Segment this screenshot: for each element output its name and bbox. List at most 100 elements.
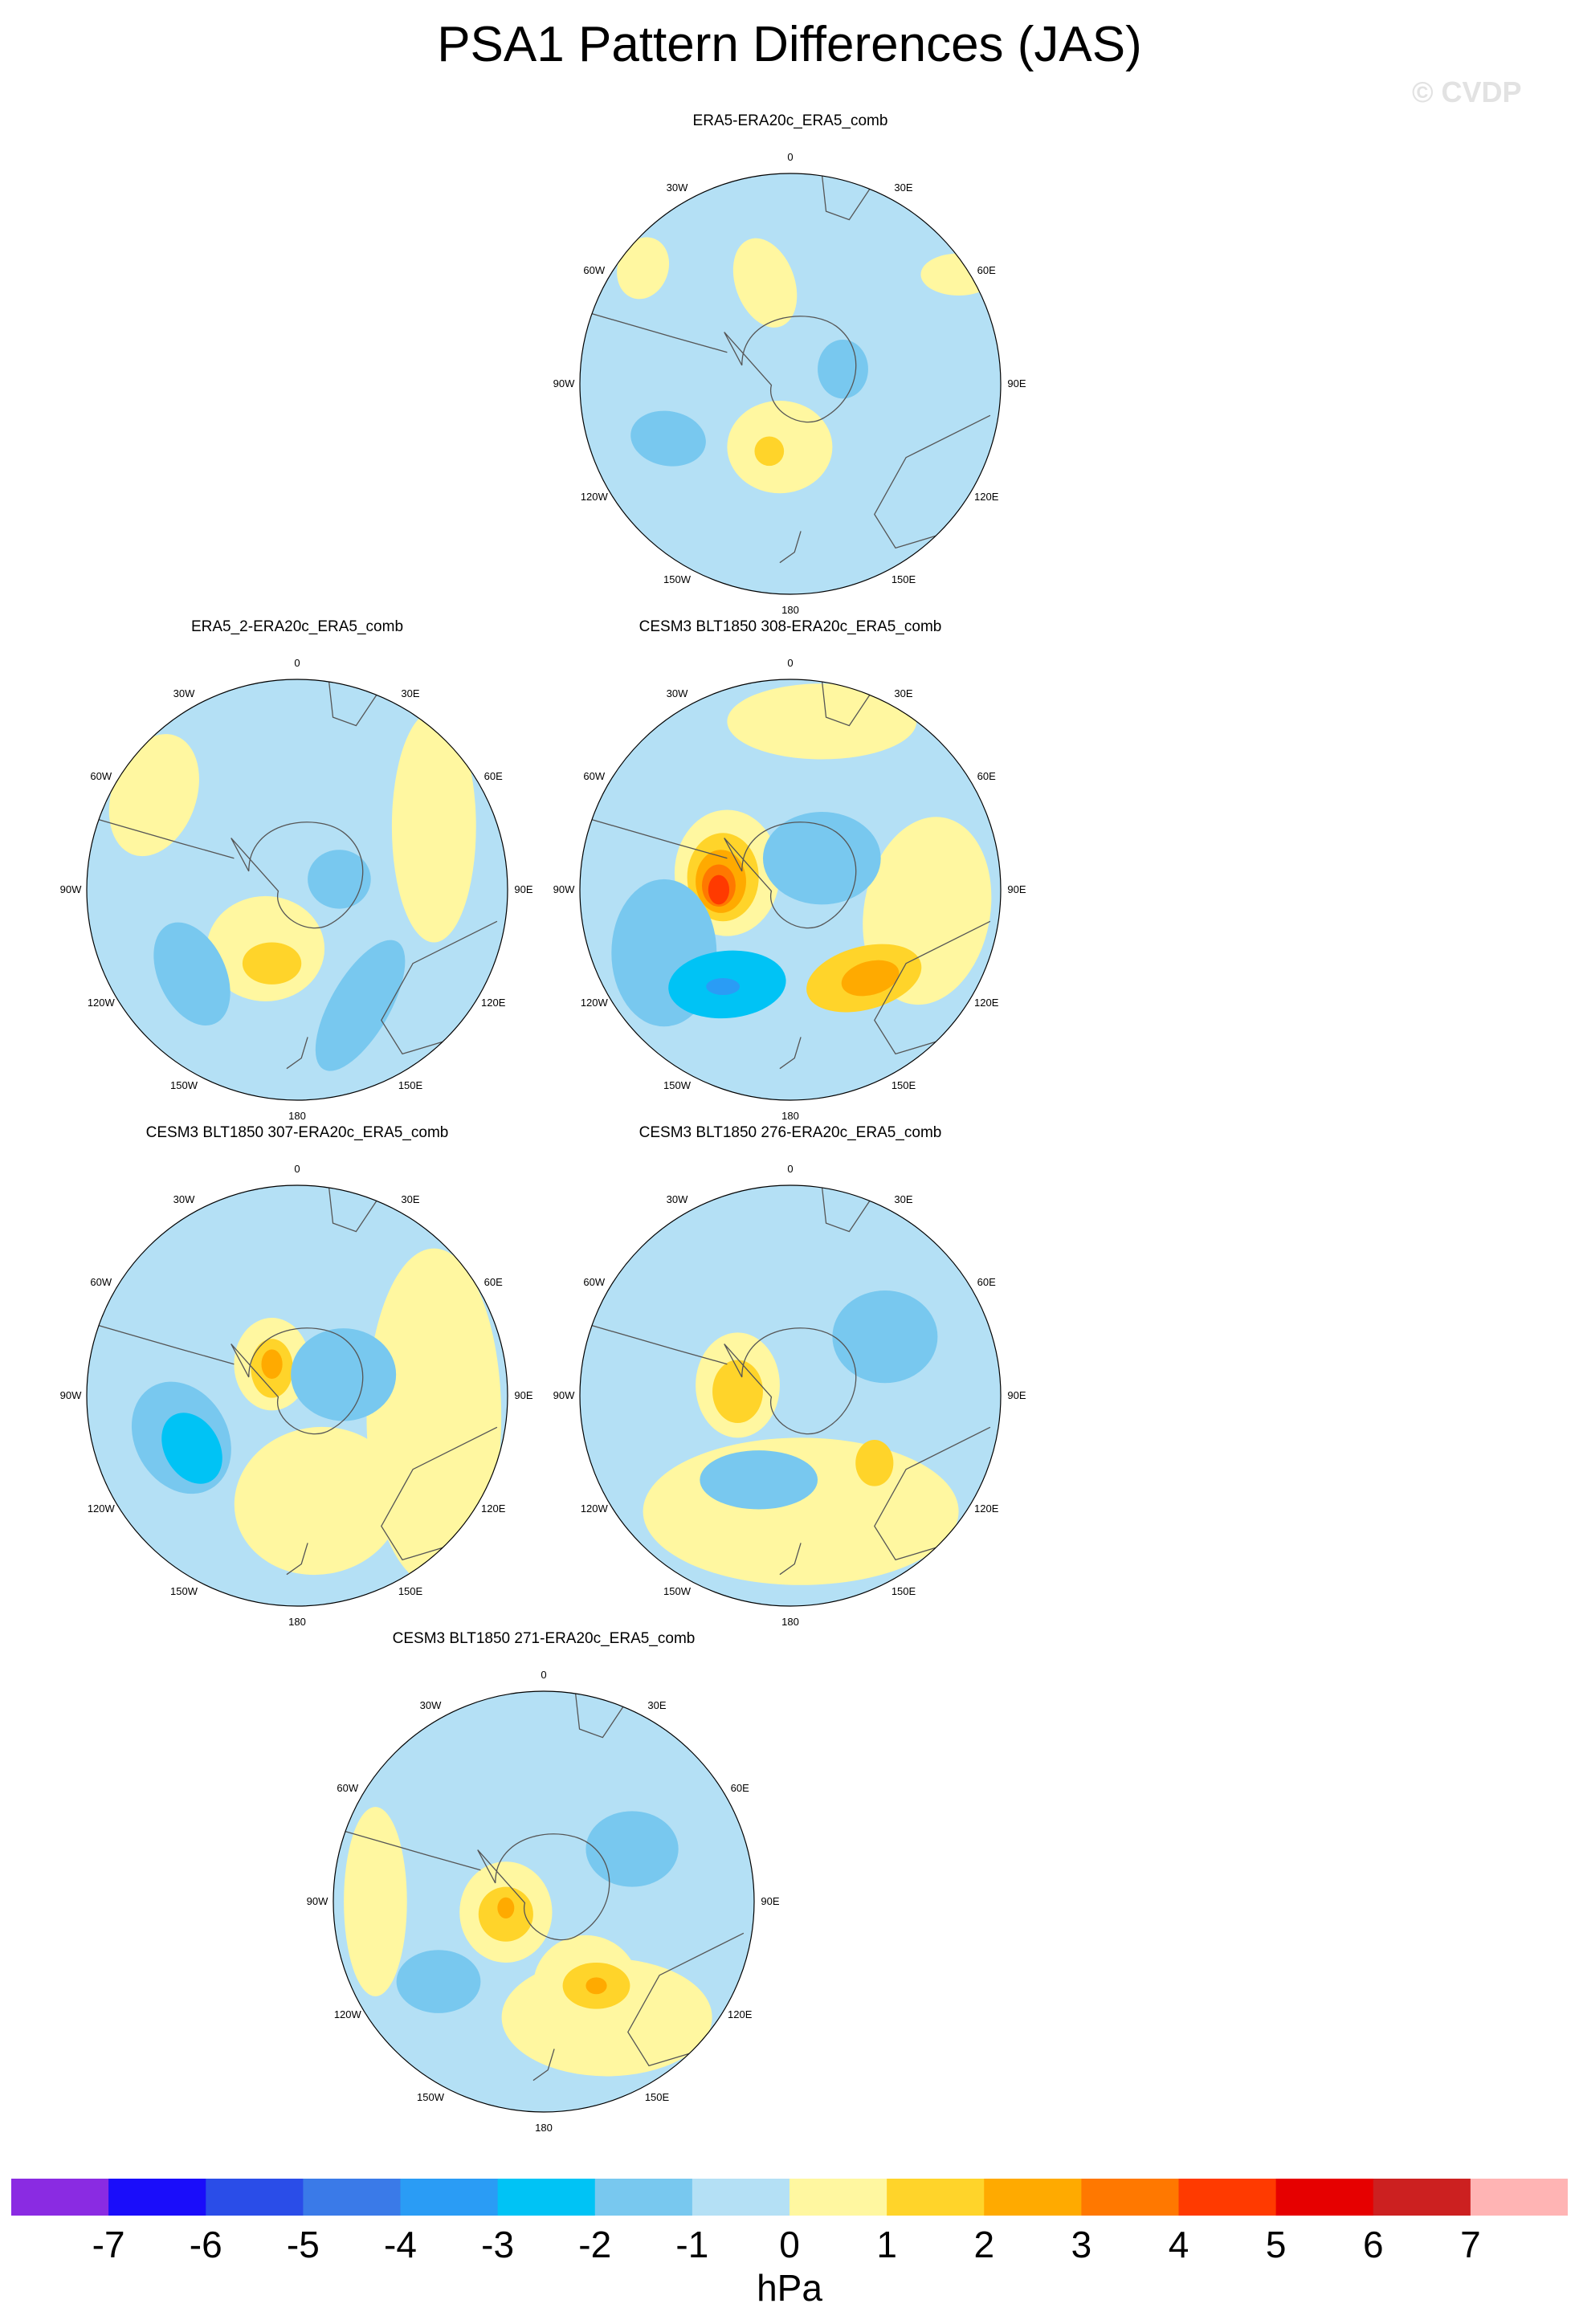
south-america-coastline bbox=[87, 1321, 235, 1365]
colorbar-segment bbox=[1178, 2179, 1277, 2216]
colorbar-segment bbox=[497, 2179, 596, 2216]
anomaly-contour bbox=[617, 237, 670, 300]
australia-coastline bbox=[381, 1426, 498, 1561]
africa-coastline bbox=[328, 1185, 382, 1233]
polar-map: 0 30E 60E 90E 120E 150E 180 150W 120W 90W 60W 30W bbox=[553, 151, 1026, 616]
longitude-label: 90E bbox=[1007, 1389, 1026, 1401]
colorbar-tick-label: 4 bbox=[1168, 2224, 1189, 2265]
longitude-label: 120E bbox=[974, 491, 999, 503]
longitude-label: 90E bbox=[514, 883, 532, 895]
africa-coastline bbox=[821, 679, 875, 727]
longitude-label: 120W bbox=[581, 997, 609, 1009]
ocean-background bbox=[580, 173, 1001, 594]
longitude-label: 30E bbox=[647, 1699, 666, 1711]
colorbar-segment bbox=[303, 2179, 402, 2216]
longitude-label: 150W bbox=[663, 1585, 692, 1597]
anomaly-contour bbox=[585, 1811, 679, 1887]
longitude-label: 60W bbox=[583, 770, 605, 782]
panel-title: ERA5_2-ERA20c_ERA5_comb bbox=[190, 618, 404, 635]
longitude-label: 180 bbox=[781, 1110, 799, 1122]
antarctica-coastline bbox=[724, 316, 857, 423]
map-border bbox=[579, 679, 1002, 1101]
longitude-label: 180 bbox=[288, 1110, 306, 1122]
map-border bbox=[86, 1184, 508, 1607]
anomaly-contour bbox=[308, 850, 371, 909]
anomaly-contour bbox=[261, 1349, 283, 1380]
longitude-label: 150E bbox=[398, 1079, 423, 1091]
longitude-label: 0 bbox=[294, 657, 300, 669]
longitude-label: 30E bbox=[894, 181, 912, 194]
colorbar-segment bbox=[887, 2179, 985, 2216]
longitude-label: 0 bbox=[787, 1163, 793, 1175]
anomaly-contour bbox=[708, 875, 730, 905]
map-border bbox=[333, 1690, 755, 2113]
australia-coastline bbox=[874, 1426, 991, 1561]
longitude-label: 90E bbox=[761, 1895, 779, 1907]
longitude-label: 120E bbox=[974, 997, 999, 1009]
colorbar-segment bbox=[1373, 2179, 1471, 2216]
map-panel: CESM3 BLT1850 276-ERA20c_ERA5_comb 0 30E 60… bbox=[541, 1124, 1039, 1628]
longitude-label: 150E bbox=[645, 2091, 670, 2103]
anomaly-contour bbox=[841, 960, 900, 997]
longitude-label: 120E bbox=[974, 1502, 999, 1515]
colorbar-segment bbox=[1275, 2179, 1374, 2216]
anomaly-contour bbox=[762, 812, 881, 905]
anomaly-contour bbox=[712, 1360, 763, 1424]
longitude-label: 120W bbox=[88, 1502, 116, 1515]
colorbar-segment bbox=[400, 2179, 499, 2216]
longitude-label: 30E bbox=[894, 687, 912, 699]
longitude-label: 60E bbox=[977, 1276, 996, 1288]
south-america-coastline bbox=[333, 1827, 481, 1871]
longitude-label: 180 bbox=[535, 2122, 553, 2134]
longitude-label: 120W bbox=[334, 2008, 362, 2020]
polar-map: 0 30E 60E 90E 120E 150E 180 150W 120W 90W 60W 30W bbox=[553, 1163, 1026, 1628]
colorbar-tick-label: -1 bbox=[675, 2224, 709, 2265]
colorbar-segment bbox=[11, 2179, 109, 2216]
map-panel: ERA5-ERA20c_ERA5_comb 0 30E 60E 90E 120E 150E 1… bbox=[541, 112, 1039, 616]
map-border bbox=[579, 173, 1002, 595]
colorbar-segment bbox=[206, 2179, 304, 2216]
colorbar-tick-label: -3 bbox=[481, 2224, 515, 2265]
africa-coastline bbox=[574, 1691, 629, 1739]
anomaly-contour bbox=[315, 940, 406, 1071]
australia-coastline bbox=[874, 920, 991, 1055]
colorbar-segment bbox=[1081, 2179, 1180, 2216]
anomaly-contour bbox=[630, 410, 706, 467]
colorbar-segment bbox=[692, 2179, 790, 2216]
colorbar-tick-label: -4 bbox=[384, 2224, 417, 2265]
longitude-label: 180 bbox=[288, 1616, 306, 1628]
colorbar-segment bbox=[108, 2179, 206, 2216]
longitude-label: 60E bbox=[731, 1782, 749, 1794]
new-zealand-coastline bbox=[779, 1037, 802, 1070]
colorbar-segment bbox=[790, 2179, 887, 2216]
longitude-label: 150E bbox=[892, 1079, 916, 1091]
longitude-label: 90E bbox=[1007, 883, 1026, 895]
map-panel: CESM3 BLT1850 308-ERA20c_ERA5_comb 0 30E 60… bbox=[541, 618, 1039, 1122]
new-zealand-coastline bbox=[286, 1037, 308, 1070]
colorbar-segment bbox=[984, 2179, 1082, 2216]
longitude-label: 150W bbox=[663, 1079, 692, 1091]
colorbar-tick-label: 7 bbox=[1460, 2224, 1481, 2265]
south-america-coastline bbox=[580, 309, 728, 353]
longitude-label: 150E bbox=[398, 1585, 423, 1597]
longitude-label: 30E bbox=[401, 1193, 419, 1205]
polar-map: 0 30E 60E 90E 120E 150E 180 150W 120W 90W 60W 30W bbox=[553, 657, 1026, 1122]
longitude-label: 150E bbox=[892, 1585, 916, 1597]
colorbar-tick-label: 1 bbox=[876, 2224, 897, 2265]
colorbar-segment bbox=[594, 2179, 693, 2216]
longitude-label: 120E bbox=[481, 1502, 506, 1515]
colorbar-units: hPa bbox=[757, 2267, 822, 2309]
longitude-label: 120W bbox=[581, 1502, 609, 1515]
new-zealand-coastline bbox=[779, 1543, 802, 1576]
longitude-label: 60E bbox=[977, 264, 996, 276]
map-panel: CESM3 BLT1850 271-ERA20c_ERA5_comb 0 30E 60… bbox=[295, 1630, 793, 2134]
colorbar bbox=[11, 2179, 1568, 2216]
map-border bbox=[579, 1184, 1002, 1607]
longitude-label: 60W bbox=[337, 1782, 358, 1794]
south-america-coastline bbox=[87, 815, 235, 859]
longitude-label: 60W bbox=[583, 264, 605, 276]
longitude-label: 150W bbox=[663, 573, 692, 585]
panel-title: ERA5-ERA20c_ERA5_comb bbox=[692, 112, 888, 129]
africa-coastline bbox=[328, 679, 382, 727]
colorbar-tick-label: 0 bbox=[779, 2224, 800, 2265]
